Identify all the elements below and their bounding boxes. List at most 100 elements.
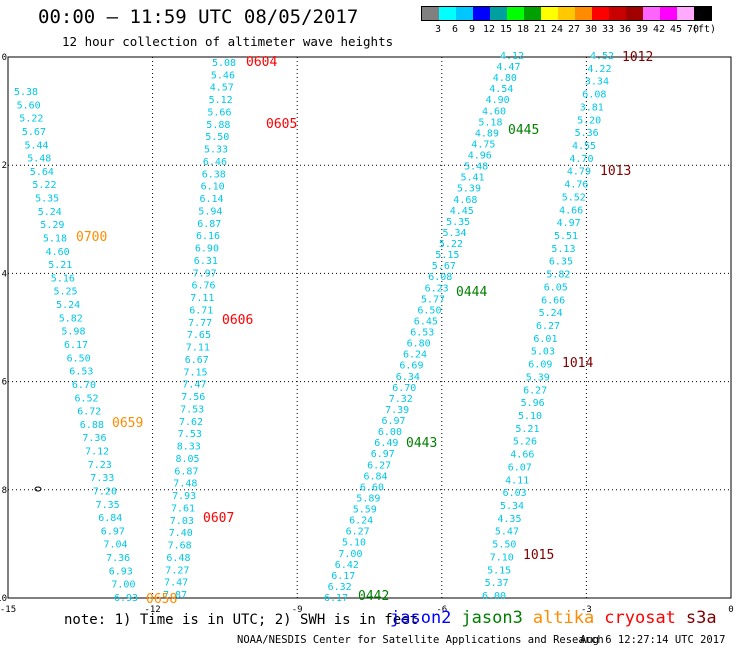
track-3-swh-label: 6.24 — [349, 516, 373, 527]
pass-id-label: 1015 — [523, 548, 554, 563]
y-tick-label: -10 — [0, 594, 7, 604]
x-tick-label: -9 — [292, 605, 303, 615]
track-1-swh-label: 7.00 — [111, 580, 135, 591]
track-4-swh-label: 4.55 — [572, 141, 596, 152]
track-2-swh-label: 7.68 — [168, 541, 192, 552]
track-4-swh-label: 6.07 — [508, 462, 532, 473]
track-1-swh-label: 7.12 — [85, 447, 109, 458]
track-1-swh-label: 6.70 — [72, 380, 96, 391]
track-3-swh-label: 6.34 — [396, 372, 420, 383]
pass-id-label: 0443 — [406, 436, 437, 451]
track-3-swh-label: 5.10 — [342, 538, 366, 549]
color-scale-label: 33 — [601, 24, 615, 35]
track-4-swh-label: 4.70 — [569, 154, 593, 165]
track-4-swh-label: 4.35 — [497, 514, 521, 525]
pass-id-label: 0444 — [456, 285, 487, 300]
track-3-swh-label: 6.00 — [378, 427, 402, 438]
track-3-swh-label: 6.84 — [364, 471, 388, 482]
track-1-swh-label: 4.60 — [46, 247, 70, 258]
track-2-swh-label: 5.46 — [211, 70, 235, 81]
track-1-swh-label: 6.93 — [114, 593, 138, 604]
track-4-swh-label: 4.52 — [590, 51, 614, 62]
track-3-swh-label: 6.45 — [414, 317, 438, 328]
track-2-swh-label: 7.15 — [184, 367, 208, 378]
color-scale-label: 3 — [434, 24, 442, 35]
track-2-swh-label: 5.08 — [212, 58, 236, 69]
track-2-swh-label: 7.77 — [188, 318, 212, 329]
track-1-swh-label: 5.64 — [30, 167, 54, 178]
color-scale-label: 30 — [584, 24, 598, 35]
track-1-swh-label: 6.17 — [64, 340, 88, 351]
track-3-swh-label: 6.70 — [392, 383, 416, 394]
track-1-swh-label: 6.93 — [109, 566, 133, 577]
track-4-swh-label: 6.35 — [549, 257, 573, 268]
x-tick-label: -12 — [144, 605, 160, 615]
track-4-swh-label: 5.52 — [562, 192, 586, 203]
track-2-swh-label: 5.88 — [206, 120, 230, 131]
track-4-swh-label: 5.50 — [492, 540, 516, 551]
track-1-swh-label: 5.38 — [14, 87, 38, 98]
track-4-swh-label: 5.24 — [539, 308, 563, 319]
track-4-swh-label: 4.97 — [557, 218, 581, 229]
track-2-swh-label: 7.87 — [163, 590, 187, 601]
track-2-swh-label: 7.11 — [190, 293, 214, 304]
track-2-swh-label: 4.57 — [210, 83, 234, 94]
track-3-swh-label: 6.27 — [367, 460, 391, 471]
track-3-swh-label: 4.68 — [453, 195, 477, 206]
credit-text: NOAA/NESDIS Center for Satellite Applica… — [237, 634, 604, 646]
track-4-swh-label: 5.03 — [531, 347, 555, 358]
color-swatch — [558, 7, 575, 20]
track-4-swh-label: 6.27 — [536, 321, 560, 332]
track-1-swh-label: 5.29 — [40, 220, 64, 231]
track-2-swh-label: 6.31 — [194, 256, 218, 267]
track-2-swh-label: 7.48 — [173, 479, 197, 490]
track-1-swh-label: 5.98 — [61, 327, 85, 338]
track-3-swh-label: 4.75 — [471, 140, 495, 151]
satellite-legend-cryosat: cryosat — [604, 608, 676, 628]
track-3-swh-label: 5.34 — [443, 228, 467, 239]
color-scale-label: 39 — [635, 24, 649, 35]
y-tick-label: -2 — [0, 161, 7, 171]
track-2-swh-label: 7.97 — [193, 268, 217, 279]
track-3-swh-label: 6.53 — [410, 328, 434, 339]
track-2-swh-label: 8.05 — [176, 454, 200, 465]
generation-timestamp: Aug 6 12:27:14 UTC 2017 — [580, 634, 726, 646]
pass-id-label: 1014 — [562, 356, 593, 371]
track-1-swh-label: 6.53 — [69, 367, 93, 378]
color-swatch — [694, 7, 711, 20]
track-3-swh-label: 4.60 — [482, 106, 506, 117]
track-2-swh-label: 6.87 — [174, 466, 198, 477]
track-4-swh-label: 5.20 — [577, 115, 601, 126]
track-3-swh-label: 6.69 — [399, 361, 423, 372]
track-3-swh-label: 4.12 — [500, 51, 524, 62]
track-4-swh-label: 5.82 — [546, 270, 570, 281]
track-4-swh-label: 5.36 — [575, 128, 599, 139]
pass-id-label: 1012 — [622, 50, 653, 65]
pass-id-label: 0606 — [222, 313, 253, 328]
track-3-swh-label: 6.80 — [407, 339, 431, 350]
track-3-swh-label: 4.80 — [493, 73, 517, 84]
track-1-swh-label: 6.52 — [75, 393, 99, 404]
track-3-swh-label: 6.08 — [428, 272, 452, 283]
track-2-swh-label: 5.50 — [205, 132, 229, 143]
track-2-swh-label: 7.03 — [170, 516, 194, 527]
track-4-swh-label: 6.66 — [541, 295, 565, 306]
track-2-swh-label: 6.14 — [200, 194, 224, 205]
track-3-swh-label: 4.96 — [468, 151, 492, 162]
track-3-swh-label: 6.17 — [324, 593, 348, 604]
track-2-swh-label: 7.61 — [171, 503, 195, 514]
track-1-swh-label: 5.25 — [54, 287, 78, 298]
track-1-swh-label: 6.50 — [67, 353, 91, 364]
track-3-swh-label: 5.15 — [435, 250, 459, 261]
track-3-swh-label: 5.18 — [478, 117, 502, 128]
island-marker — [34, 486, 42, 492]
track-3-swh-label: 6.60 — [360, 482, 384, 493]
track-3-swh-label: 6.32 — [328, 582, 352, 593]
track-4-swh-label: 5.51 — [554, 231, 578, 242]
color-scale-label: 15 — [499, 24, 513, 35]
track-1-swh-label: 5.16 — [51, 273, 75, 284]
color-swatch — [643, 7, 660, 20]
track-1-swh-label: 5.24 — [56, 300, 80, 311]
color-swatch — [626, 7, 643, 20]
track-3-swh-label: 5.48 — [464, 162, 488, 173]
